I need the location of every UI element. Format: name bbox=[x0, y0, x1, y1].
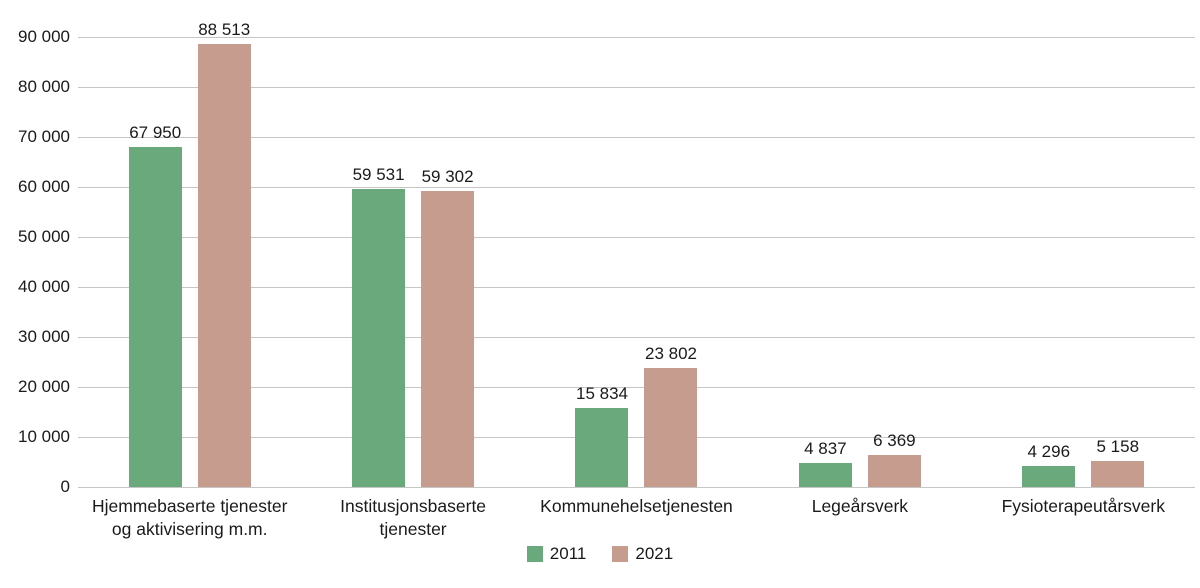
bar-column-2021: 59 302 bbox=[421, 166, 475, 487]
bar-column-2011: 59 531 bbox=[352, 165, 406, 487]
bar-2011 bbox=[1022, 465, 1076, 487]
bar-2021 bbox=[421, 190, 475, 487]
bar-group: 4 296 5 158 bbox=[972, 37, 1195, 487]
y-axis-tick-label: 90 000 bbox=[18, 27, 70, 46]
bar-value-label: 23 802 bbox=[644, 344, 697, 363]
bar-value-label: 88 513 bbox=[198, 20, 251, 40]
bar-group: 67 950 88 513 bbox=[78, 20, 301, 487]
bar-column-2011: 4 837 bbox=[798, 438, 852, 487]
bar-value-label: 67 950 bbox=[129, 123, 182, 143]
gridline bbox=[78, 286, 1195, 288]
bar-value-label: 4 296 bbox=[1027, 441, 1071, 461]
bar-2011 bbox=[798, 462, 852, 487]
bar-group: 59 531 59 302 bbox=[301, 37, 524, 487]
category-label: Legeårsverk bbox=[811, 496, 909, 516]
legend-label: 2021 bbox=[635, 544, 674, 563]
bar-column-2011: 15 834 bbox=[575, 383, 629, 487]
y-axis-tick-label: 0 bbox=[60, 477, 70, 496]
bar-2021 bbox=[644, 368, 698, 487]
bar-group: 4 837 6 369 bbox=[748, 37, 971, 487]
bar-value-label: 6 369 bbox=[873, 431, 916, 451]
y-axis-tick-label: 80 000 bbox=[18, 77, 70, 96]
bar-2011 bbox=[352, 189, 406, 487]
y-axis-tick-label: 40 000 bbox=[18, 277, 70, 296]
category-label: Kommunehelsetjenesten bbox=[540, 496, 733, 516]
legend-item-2011: 2011 bbox=[526, 544, 587, 564]
bar-2021 bbox=[1091, 461, 1145, 487]
bar-column-2011: 4 296 bbox=[1022, 441, 1076, 487]
y-axis-tick-label: 70 000 bbox=[18, 127, 70, 146]
bar-2021 bbox=[867, 455, 921, 487]
gridline bbox=[78, 386, 1195, 388]
bar-value-label: 59 531 bbox=[352, 165, 405, 185]
gridline bbox=[78, 86, 1195, 88]
bar-column-2011: 67 950 bbox=[128, 123, 182, 487]
bar-value-label: 5 158 bbox=[1096, 437, 1140, 457]
y-axis-tick-label: 30 000 bbox=[18, 327, 70, 346]
bar-2021 bbox=[197, 44, 251, 487]
bar-2011 bbox=[128, 147, 182, 487]
bar-value-label: 15 834 bbox=[575, 383, 628, 403]
legend: 2011 2021 bbox=[0, 544, 1200, 564]
bar-2011 bbox=[575, 407, 629, 487]
gridline bbox=[78, 336, 1195, 338]
bar-value-label: 59 302 bbox=[421, 166, 474, 186]
bar-value-label: 4 837 bbox=[804, 438, 847, 458]
legend-swatch-2021 bbox=[612, 546, 629, 562]
category-label: Hjemmebaserte tjenester og aktivisering … bbox=[91, 496, 288, 539]
gridline bbox=[78, 236, 1195, 238]
category-label: Fysioterapeutårsverk bbox=[1001, 496, 1165, 516]
legend-item-2021: 2021 bbox=[612, 544, 673, 564]
y-axis-tick-label: 10 000 bbox=[18, 427, 70, 446]
category-label: Institusjonsbaserte tjenester bbox=[340, 496, 487, 539]
bar-column-2021: 5 158 bbox=[1091, 437, 1145, 487]
legend-swatch-2011 bbox=[526, 546, 543, 562]
gridline bbox=[78, 186, 1195, 188]
bar-group: 15 834 23 802 bbox=[525, 37, 748, 487]
gridline bbox=[78, 436, 1195, 438]
bar-column-2021: 23 802 bbox=[644, 344, 698, 487]
gridline bbox=[78, 36, 1195, 38]
y-axis-tick-label: 20 000 bbox=[18, 377, 70, 396]
y-axis-tick-label: 50 000 bbox=[18, 227, 70, 246]
y-axis-tick-label: 60 000 bbox=[18, 177, 70, 196]
gridline bbox=[78, 136, 1195, 138]
legend-label: 2011 bbox=[549, 544, 587, 563]
bar-column-2021: 6 369 bbox=[867, 431, 921, 487]
gridline bbox=[78, 486, 1195, 488]
bar-column-2021: 88 513 bbox=[197, 20, 251, 487]
